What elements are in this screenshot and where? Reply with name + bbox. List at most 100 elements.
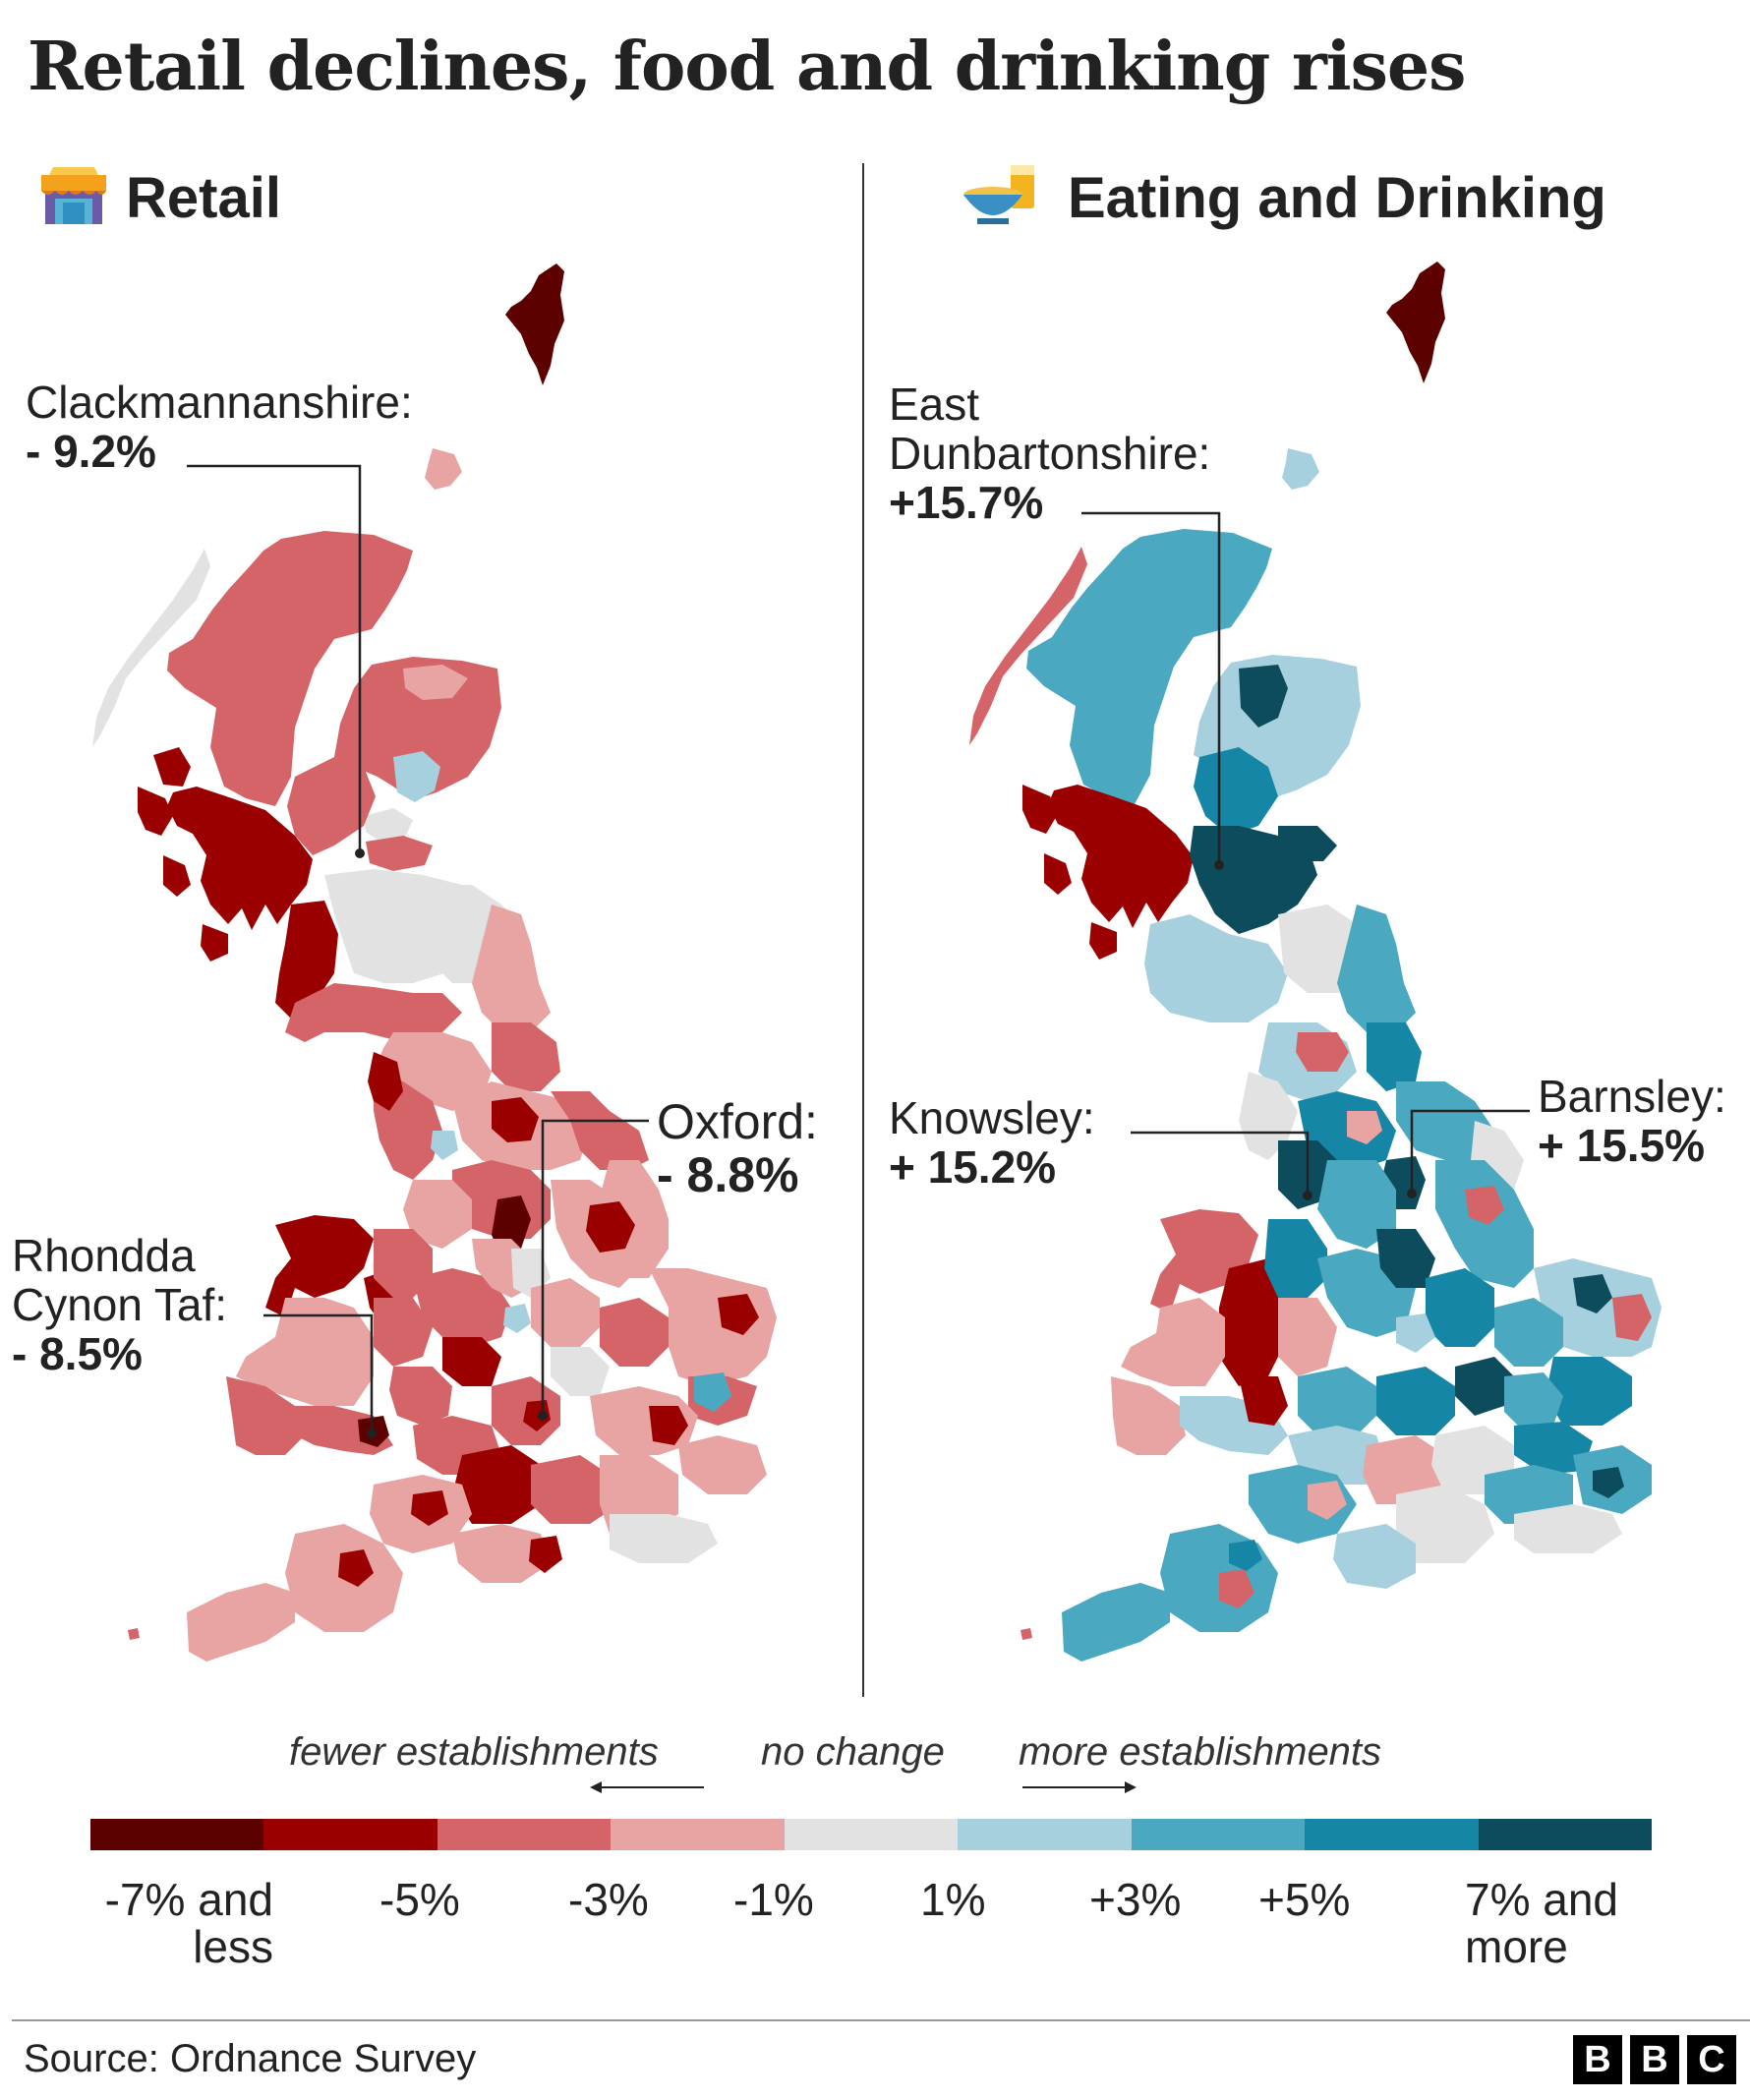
retail-moray bbox=[403, 665, 468, 700]
rhondda-dot bbox=[367, 1429, 377, 1438]
retail-isles-scilly bbox=[128, 1628, 140, 1640]
eating-suffolk-red bbox=[1612, 1294, 1652, 1341]
retail-kent bbox=[678, 1435, 767, 1494]
barnsley-leader bbox=[1410, 1109, 1530, 1194]
retail-highlands bbox=[167, 531, 413, 806]
eating-perth bbox=[1194, 747, 1278, 836]
retail-birmingham bbox=[442, 1337, 501, 1386]
eating-moray bbox=[1239, 665, 1288, 728]
legend-tick-0: -7% and less bbox=[81, 1876, 273, 1970]
eating-west-midlands bbox=[1298, 1367, 1376, 1435]
eating-lancs bbox=[1239, 1072, 1298, 1160]
retail-dorset-dark bbox=[529, 1536, 562, 1573]
eating-midlands-light bbox=[1396, 1313, 1435, 1353]
eating-norwich-dark bbox=[1573, 1274, 1612, 1313]
legend-tick-6: +5% bbox=[1258, 1874, 1351, 1925]
legend-tick-5: +3% bbox=[1089, 1874, 1182, 1925]
eating-devon-dark bbox=[1229, 1540, 1262, 1571]
retail-isles-west bbox=[138, 787, 228, 962]
retail-essex-blue bbox=[694, 1372, 731, 1412]
retail-shetland bbox=[505, 263, 564, 385]
retail-map bbox=[92, 263, 777, 1662]
oxford-label: Oxford: - 8.8% bbox=[657, 1095, 818, 1201]
east-dunbartonshire-name-line2: Dunbartonshire: bbox=[889, 428, 1211, 479]
bbc-logo-letter-2: B bbox=[1630, 2035, 1679, 2084]
eating-orkney bbox=[1282, 448, 1319, 490]
retail-fife bbox=[366, 836, 433, 871]
legend-swatch-4 bbox=[784, 1819, 959, 1850]
retail-dorset bbox=[452, 1524, 551, 1583]
clackmannanshire-value: - 9.2% bbox=[26, 426, 156, 477]
eating-somerset-red bbox=[1308, 1481, 1347, 1520]
eating-isles-west bbox=[1022, 785, 1117, 960]
oxford-leader bbox=[541, 1119, 649, 1416]
legend-swatch-3 bbox=[611, 1819, 785, 1850]
retail-somerset-dark bbox=[411, 1490, 448, 1526]
retail-sussex bbox=[610, 1514, 718, 1563]
bbc-logo-letter-3: C bbox=[1687, 2035, 1736, 2084]
east-dunbartonshire-label: East Dunbartonshire: +15.7% bbox=[889, 379, 1210, 527]
legend-tick-1: -5% bbox=[379, 1874, 460, 1925]
source-note: Source: Ordnance Survey bbox=[24, 2037, 477, 2080]
eating-leics bbox=[1426, 1268, 1494, 1347]
legend-tick-7: 7% and more bbox=[1465, 1876, 1618, 1970]
eating-beds bbox=[1455, 1357, 1514, 1416]
retail-beds bbox=[551, 1347, 610, 1396]
eating-kent-dark bbox=[1593, 1467, 1624, 1498]
retail-north-yorks bbox=[551, 1091, 649, 1170]
eating-northumberland bbox=[1337, 904, 1416, 1032]
eating-cornwall bbox=[1062, 1583, 1170, 1662]
retail-wilts bbox=[452, 1445, 541, 1524]
east-dunbartonshire-dot bbox=[1214, 860, 1224, 870]
eating-powys bbox=[1219, 1258, 1288, 1386]
rhondda-leader bbox=[263, 1313, 374, 1433]
legend-swatch-6 bbox=[1131, 1819, 1306, 1850]
retail-manchester bbox=[403, 1180, 472, 1249]
legend-tick-3: -1% bbox=[733, 1874, 814, 1925]
barnsley-value: + 15.5% bbox=[1538, 1120, 1706, 1171]
legend-tick-2: -3% bbox=[568, 1874, 649, 1925]
legend-fewer-label: fewer establishments bbox=[289, 1730, 659, 1774]
eating-essex bbox=[1546, 1357, 1632, 1426]
rhondda-label: Rhondda Cynon Taf: - 8.5% bbox=[12, 1231, 227, 1378]
knowsley-name: Knowsley: bbox=[889, 1092, 1095, 1143]
bbc-logo: B B C bbox=[1573, 2035, 1736, 2084]
barnsley-name: Barnsley: bbox=[1538, 1071, 1726, 1122]
retail-orkney bbox=[425, 448, 462, 490]
retail-northumberland bbox=[472, 904, 551, 1032]
chart-title: Retail declines, food and drinking rises bbox=[28, 28, 1466, 106]
knowsley-leader bbox=[1131, 1131, 1310, 1196]
oxford-value: - 8.8% bbox=[657, 1147, 799, 1202]
eating-pembroke bbox=[1111, 1376, 1186, 1455]
retail-west-midlands bbox=[389, 1367, 452, 1426]
eating-herefords bbox=[1239, 1376, 1288, 1426]
rhondda-name-line1: Rhondda bbox=[12, 1230, 196, 1281]
legend-left-arrow bbox=[590, 1781, 704, 1793]
clackmannanshire-name: Clackmannanshire: bbox=[26, 377, 413, 428]
eating-cumbria-red bbox=[1296, 1032, 1349, 1072]
panel-title-eating-drinking: Eating and Drinking bbox=[1068, 166, 1606, 230]
eating-oxon bbox=[1376, 1367, 1455, 1435]
legend-swatch-1 bbox=[263, 1819, 438, 1850]
retail-outer-hebrides bbox=[92, 549, 210, 747]
eating-derby-notts bbox=[1376, 1229, 1435, 1288]
eating-pennines bbox=[1317, 1160, 1396, 1249]
eating-dorset bbox=[1333, 1524, 1416, 1589]
retail-hants bbox=[531, 1455, 619, 1524]
oxford-name: Oxford: bbox=[657, 1094, 818, 1149]
eating-north-yorks bbox=[1396, 1081, 1494, 1160]
retail-durham-tyne bbox=[492, 1022, 560, 1091]
eating-outer-hebrides bbox=[969, 547, 1087, 745]
east-dunbartonshire-name-line1: East bbox=[889, 379, 980, 430]
eating-argyll bbox=[1048, 785, 1194, 928]
eating-herts bbox=[1504, 1372, 1563, 1431]
retail-argyll bbox=[167, 787, 313, 930]
knowsley-value: + 15.2% bbox=[889, 1141, 1057, 1193]
eating-wilts bbox=[1363, 1435, 1445, 1504]
panel-divider bbox=[862, 163, 864, 1697]
legend-swatch-8 bbox=[1478, 1819, 1652, 1850]
rhondda-name-line2: Cynon Taf: bbox=[12, 1279, 228, 1330]
retail-leics bbox=[531, 1278, 600, 1347]
barnsley-label: Barnsley: + 15.5% bbox=[1538, 1072, 1726, 1170]
panel-title-retail: Retail bbox=[126, 166, 281, 230]
